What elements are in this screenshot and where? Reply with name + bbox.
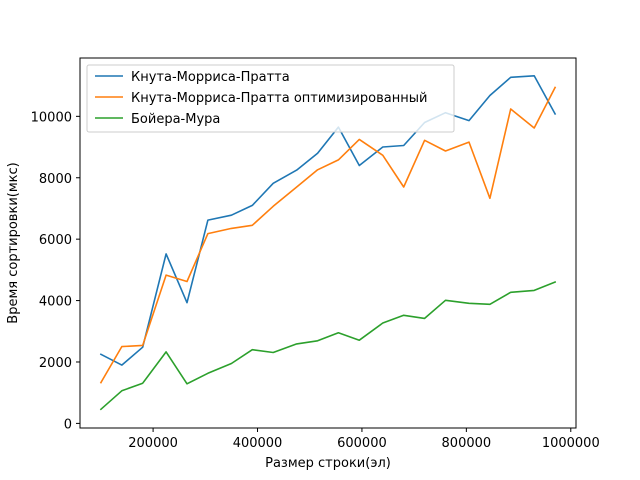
y-tick-label: 2000 [39, 356, 72, 371]
x-axis-title: Размер строки(эл) [265, 456, 391, 471]
legend-entries: Кнута-Морриса-Пратта Кнута-Морриса-Пратта… [95, 70, 427, 127]
y-tick-label: 8000 [39, 172, 72, 187]
x-tick-label: 200000 [128, 436, 178, 451]
legend-label: Кнута-Морриса-Пратта [131, 70, 290, 85]
y-axis: 0 2000 4000 6000 8000 10000 [31, 110, 80, 432]
x-tick-label: 600000 [337, 436, 387, 451]
y-tick-label: 10000 [31, 110, 72, 125]
legend-box [86, 64, 455, 133]
legend-label: Бойера-Мура [131, 112, 220, 127]
y-tick-label: 6000 [39, 233, 72, 248]
series-line-бойера-мура [99, 281, 557, 411]
series-layer [99, 75, 557, 411]
x-tick-label: 800000 [442, 436, 492, 451]
plot-frame [79, 57, 577, 429]
y-tick-label: 4000 [39, 295, 72, 310]
x-tick-label: 1000000 [542, 436, 600, 451]
legend-label: Кнута-Морриса-Пратта оптимизированный [131, 91, 427, 106]
x-axis: 200000 400000 600000 800000 1000000 [128, 428, 600, 451]
y-axis-title: Время сортировки(мкс) [6, 162, 21, 323]
series-line-кнута-морриса-пратта-оптимизированный [99, 86, 557, 384]
y-tick-label: 0 [64, 417, 72, 432]
x-tick-label: 400000 [233, 436, 283, 451]
legend: Кнута-Морриса-Пратта Кнута-Морриса-Пратта… [86, 64, 455, 133]
